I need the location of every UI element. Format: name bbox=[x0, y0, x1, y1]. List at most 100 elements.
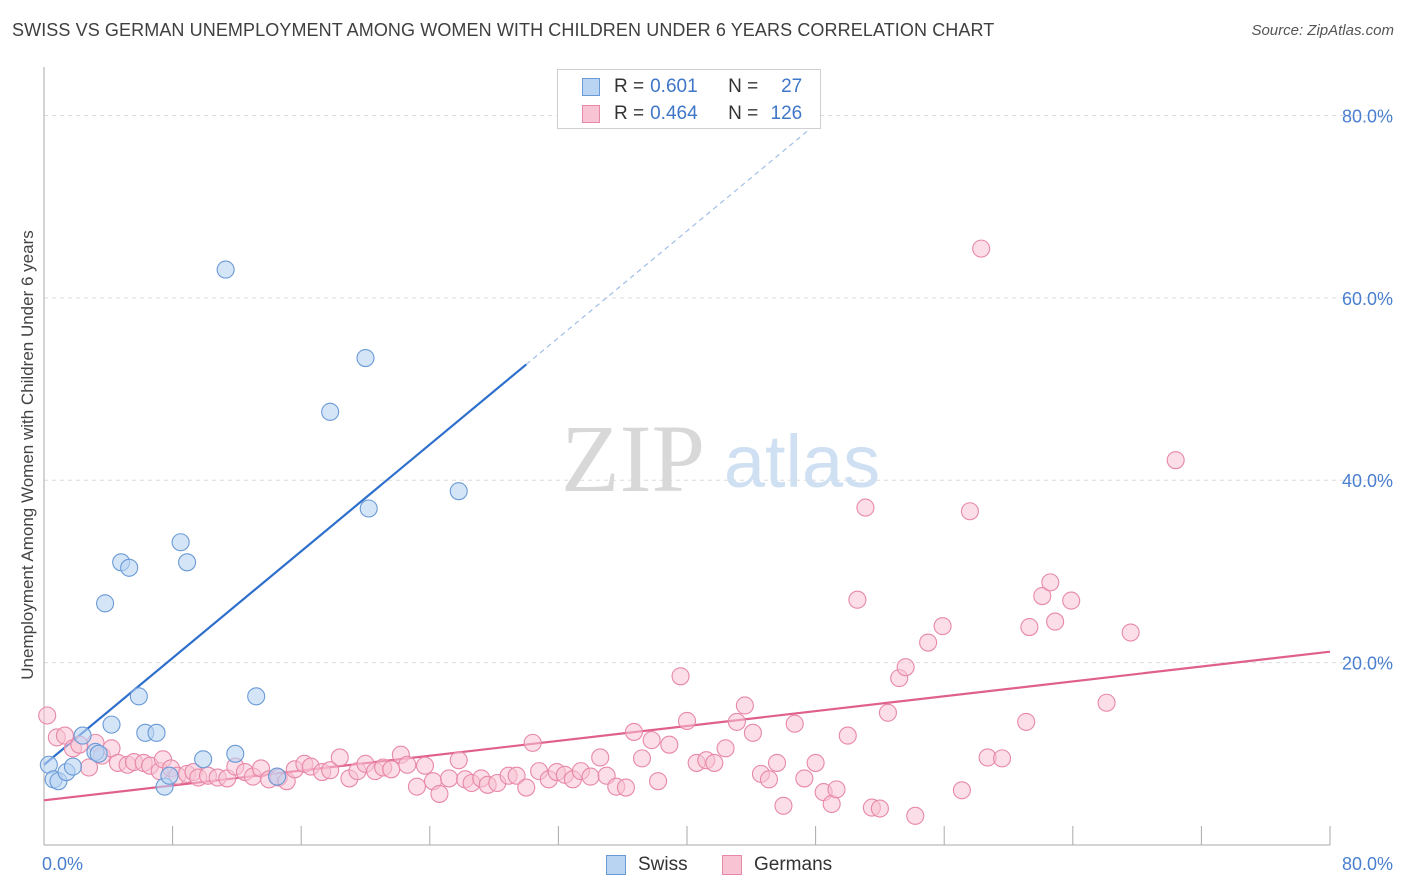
german-point bbox=[616, 778, 635, 797]
swiss-trend-line bbox=[43, 363, 527, 766]
german-point bbox=[838, 726, 857, 745]
grid-lines bbox=[44, 114, 1392, 664]
swiss-swatch bbox=[582, 78, 600, 96]
chart-title: SWISS VS GERMAN UNEMPLOYMENT AMONG WOMEN… bbox=[12, 20, 995, 40]
swiss-point bbox=[449, 482, 468, 501]
german-point bbox=[1062, 591, 1081, 610]
german-point bbox=[848, 590, 867, 609]
german-point bbox=[624, 722, 644, 741]
german-point bbox=[330, 748, 349, 767]
swiss-point bbox=[147, 723, 166, 742]
germans-swatch bbox=[582, 105, 600, 123]
german-point bbox=[827, 780, 846, 799]
german-point bbox=[878, 703, 897, 722]
legend-item-swiss[interactable]: Swiss bbox=[606, 854, 688, 876]
german-point bbox=[440, 769, 459, 788]
german-point bbox=[716, 739, 735, 758]
x-tick-label: 0.0% bbox=[42, 854, 83, 874]
y-tick-label: 60.0% bbox=[1342, 289, 1393, 309]
legend-row-germans: R = 0.464 N = 126 bbox=[582, 101, 802, 127]
german-point bbox=[1121, 623, 1140, 642]
german-point bbox=[952, 781, 971, 800]
germans-n-value: 126 bbox=[770, 103, 803, 124]
swiss-point bbox=[129, 687, 148, 706]
germans-r-value: 0.464 bbox=[650, 103, 698, 124]
n-label: N = bbox=[728, 76, 759, 97]
swiss-trend-extension bbox=[525, 123, 816, 365]
legend-item-germans[interactable]: Germans bbox=[722, 854, 832, 876]
german-point bbox=[795, 769, 814, 788]
german-point bbox=[398, 755, 417, 774]
german-point bbox=[1041, 573, 1060, 592]
german-point bbox=[960, 502, 979, 521]
german-point bbox=[933, 617, 952, 636]
german-point bbox=[1046, 612, 1065, 631]
swiss-point bbox=[120, 558, 139, 577]
r-label: R = bbox=[614, 103, 645, 124]
swiss-r-value: 0.601 bbox=[650, 76, 698, 97]
german-point bbox=[705, 753, 724, 772]
swiss-point bbox=[247, 687, 266, 706]
german-point bbox=[632, 749, 652, 768]
german-point bbox=[743, 723, 762, 742]
german-point bbox=[1166, 451, 1185, 470]
swiss-point bbox=[194, 750, 213, 769]
german-point bbox=[906, 806, 925, 825]
source-label: Source: ZipAtlas.com bbox=[1251, 22, 1394, 39]
german-point bbox=[759, 770, 779, 789]
watermark-atlas: atlas bbox=[724, 420, 880, 503]
y-tick-label: 20.0% bbox=[1342, 654, 1393, 674]
legend-row-swiss: R = 0.601 N = 27 bbox=[582, 74, 802, 100]
german-point bbox=[38, 706, 57, 725]
german-point bbox=[430, 784, 449, 803]
swiss-points bbox=[39, 260, 468, 796]
y-axis-label: Unemployment Among Women with Children U… bbox=[18, 230, 37, 679]
r-label: R = bbox=[614, 76, 645, 97]
german-point bbox=[449, 751, 468, 770]
swiss-point bbox=[102, 715, 121, 734]
swiss-point bbox=[178, 553, 197, 572]
german-point bbox=[581, 767, 600, 786]
y-tick-label: 40.0% bbox=[1342, 471, 1393, 491]
germans-legend-label: Germans bbox=[754, 854, 833, 875]
swiss-legend-label: Swiss bbox=[638, 854, 688, 875]
swiss-point bbox=[359, 499, 378, 518]
swiss-point bbox=[171, 533, 190, 552]
axes bbox=[43, 67, 1331, 846]
swiss-point bbox=[321, 402, 340, 421]
correlation-legend: R = 0.601 N = 27 R = 0.464 N = 126 bbox=[557, 69, 821, 129]
german-point bbox=[660, 735, 679, 754]
german-point bbox=[382, 760, 401, 779]
german-point bbox=[806, 753, 825, 772]
swiss-point bbox=[73, 726, 92, 745]
german-point bbox=[1097, 693, 1116, 712]
german-point bbox=[321, 761, 340, 780]
german-point bbox=[642, 731, 661, 750]
german-point bbox=[972, 239, 991, 258]
swiss-point bbox=[268, 767, 287, 786]
german-point bbox=[919, 633, 938, 652]
german-point bbox=[407, 777, 426, 796]
swiss-point bbox=[356, 348, 375, 368]
german-point bbox=[415, 756, 435, 775]
german-point bbox=[1020, 618, 1039, 637]
swiss-point bbox=[96, 594, 115, 613]
watermark: ZIP atlas bbox=[561, 405, 880, 512]
german-point bbox=[785, 714, 804, 733]
german-point bbox=[591, 748, 610, 767]
german-point bbox=[870, 799, 889, 818]
x-tick-labels: 0.0% 80.0% bbox=[42, 854, 1393, 874]
n-label: N = bbox=[728, 103, 759, 124]
swiss-point bbox=[216, 260, 235, 279]
swiss-point bbox=[160, 766, 179, 785]
german-point bbox=[55, 726, 74, 745]
swiss-point bbox=[226, 744, 245, 763]
germans-legend-swatch bbox=[722, 855, 742, 875]
y-tick-label: 80.0% bbox=[1342, 106, 1393, 126]
german-point bbox=[523, 733, 542, 752]
german-point bbox=[671, 667, 690, 686]
swiss-legend-swatch bbox=[606, 855, 626, 875]
german-point bbox=[1033, 586, 1052, 606]
series-legend: Swiss Germans bbox=[0, 852, 1406, 878]
